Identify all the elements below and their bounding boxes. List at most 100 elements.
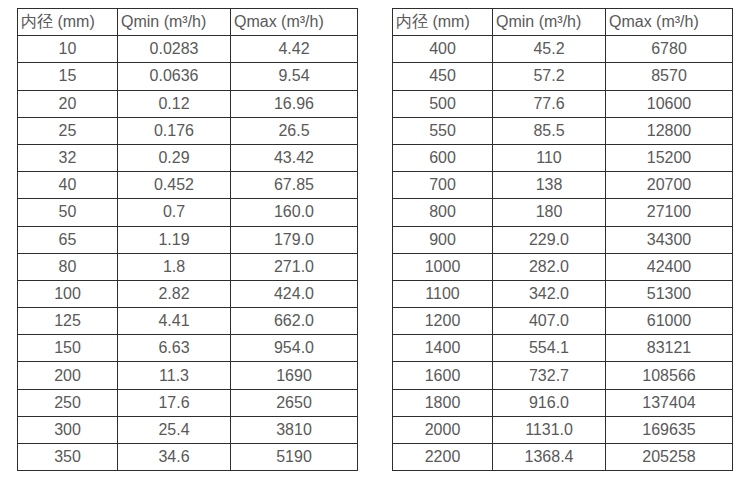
qmax-cell: 169635 bbox=[606, 416, 733, 443]
table-row: 45057.28570 bbox=[393, 63, 733, 90]
table-row: 20011.31690 bbox=[18, 362, 358, 389]
table-row: 320.2943.42 bbox=[18, 144, 358, 171]
diameter-cell: 600 bbox=[393, 144, 493, 171]
page: 内径 (mm) Qmin (m³/h) Qmax (m³/h) 100.0283… bbox=[0, 0, 750, 483]
qmin-cell: 407.0 bbox=[493, 308, 606, 335]
qmin-cell: 85.5 bbox=[493, 117, 606, 144]
col-header-qmin: Qmin (m³/h) bbox=[118, 9, 231, 36]
flow-table-small-diameters: 内径 (mm) Qmin (m³/h) Qmax (m³/h) 100.0283… bbox=[17, 8, 358, 471]
qmin-cell: 0.0283 bbox=[118, 36, 231, 63]
table-row: 150.06369.54 bbox=[18, 63, 358, 90]
diameter-cell: 200 bbox=[18, 362, 118, 389]
table-body: 40045.2678045057.2857050077.61060055085.… bbox=[393, 36, 733, 471]
qmin-cell: 1131.0 bbox=[493, 416, 606, 443]
diameter-cell: 65 bbox=[18, 226, 118, 253]
qmax-cell: 8570 bbox=[606, 63, 733, 90]
qmin-cell: 138 bbox=[493, 172, 606, 199]
diameter-cell: 32 bbox=[18, 144, 118, 171]
diameter-cell: 150 bbox=[18, 335, 118, 362]
diameter-cell: 10 bbox=[18, 36, 118, 63]
diameter-cell: 1100 bbox=[393, 280, 493, 307]
diameter-cell: 500 bbox=[393, 90, 493, 117]
diameter-cell: 450 bbox=[393, 63, 493, 90]
table-row: 1000282.042400 bbox=[393, 253, 733, 280]
qmax-cell: 61000 bbox=[606, 308, 733, 335]
qmin-cell: 554.1 bbox=[493, 335, 606, 362]
diameter-cell: 300 bbox=[18, 416, 118, 443]
table-row: 1200407.061000 bbox=[393, 308, 733, 335]
diameter-cell: 550 bbox=[393, 117, 493, 144]
qmin-cell: 180 bbox=[493, 199, 606, 226]
diameter-cell: 1400 bbox=[393, 335, 493, 362]
diameter-cell: 1800 bbox=[393, 389, 493, 416]
table-row: 651.19179.0 bbox=[18, 226, 358, 253]
diameter-cell: 25 bbox=[18, 117, 118, 144]
table-row: 22001368.4205258 bbox=[393, 444, 733, 471]
qmin-cell: 732.7 bbox=[493, 362, 606, 389]
qmax-cell: 10600 bbox=[606, 90, 733, 117]
diameter-cell: 2000 bbox=[393, 416, 493, 443]
qmax-cell: 271.0 bbox=[231, 253, 358, 280]
qmax-cell: 4.42 bbox=[231, 36, 358, 63]
table-row: 60011015200 bbox=[393, 144, 733, 171]
qmin-cell: 342.0 bbox=[493, 280, 606, 307]
table-body: 100.02834.42150.06369.54200.1216.96250.1… bbox=[18, 36, 358, 471]
qmin-cell: 2.82 bbox=[118, 280, 231, 307]
qmin-cell: 57.2 bbox=[493, 63, 606, 90]
qmax-cell: 9.54 bbox=[231, 63, 358, 90]
table-row: 25017.62650 bbox=[18, 389, 358, 416]
qmax-cell: 26.5 bbox=[231, 117, 358, 144]
qmax-cell: 16.96 bbox=[231, 90, 358, 117]
diameter-cell: 800 bbox=[393, 199, 493, 226]
diameter-cell: 125 bbox=[18, 308, 118, 335]
table-row: 30025.43810 bbox=[18, 416, 358, 443]
table-row: 1600732.7108566 bbox=[393, 362, 733, 389]
qmin-cell: 17.6 bbox=[118, 389, 231, 416]
diameter-cell: 700 bbox=[393, 172, 493, 199]
header-row: 内径 (mm) Qmin (m³/h) Qmax (m³/h) bbox=[393, 9, 733, 36]
table-row: 1254.41662.0 bbox=[18, 308, 358, 335]
qmax-cell: 424.0 bbox=[231, 280, 358, 307]
qmin-cell: 110 bbox=[493, 144, 606, 171]
qmin-cell: 6.63 bbox=[118, 335, 231, 362]
table-row: 80018027100 bbox=[393, 199, 733, 226]
qmax-cell: 34300 bbox=[606, 226, 733, 253]
diameter-cell: 50 bbox=[18, 199, 118, 226]
table-row: 1506.63954.0 bbox=[18, 335, 358, 362]
qmin-cell: 0.29 bbox=[118, 144, 231, 171]
qmin-cell: 77.6 bbox=[493, 90, 606, 117]
diameter-cell: 400 bbox=[393, 36, 493, 63]
table-row: 801.8271.0 bbox=[18, 253, 358, 280]
table-row: 1800916.0137404 bbox=[393, 389, 733, 416]
diameter-cell: 1600 bbox=[393, 362, 493, 389]
table-row: 1100342.051300 bbox=[393, 280, 733, 307]
col-header-diameter: 内径 (mm) bbox=[18, 9, 118, 36]
qmax-cell: 205258 bbox=[606, 444, 733, 471]
table-row: 100.02834.42 bbox=[18, 36, 358, 63]
col-header-qmax: Qmax (m³/h) bbox=[231, 9, 358, 36]
diameter-cell: 40 bbox=[18, 172, 118, 199]
qmin-cell: 45.2 bbox=[493, 36, 606, 63]
diameter-cell: 100 bbox=[18, 280, 118, 307]
qmin-cell: 1368.4 bbox=[493, 444, 606, 471]
table-row: 35034.65190 bbox=[18, 444, 358, 471]
qmax-cell: 5190 bbox=[231, 444, 358, 471]
qmax-cell: 83121 bbox=[606, 335, 733, 362]
qmax-cell: 27100 bbox=[606, 199, 733, 226]
qmin-cell: 0.7 bbox=[118, 199, 231, 226]
table-row: 55085.512800 bbox=[393, 117, 733, 144]
diameter-cell: 250 bbox=[18, 389, 118, 416]
table-row: 200.1216.96 bbox=[18, 90, 358, 117]
diameter-cell: 2200 bbox=[393, 444, 493, 471]
table-row: 1002.82424.0 bbox=[18, 280, 358, 307]
flow-table-large-diameters: 内径 (mm) Qmin (m³/h) Qmax (m³/h) 40045.2 6… bbox=[392, 8, 733, 471]
qmax-cell: 108566 bbox=[606, 362, 733, 389]
qmax-cell: 160.0 bbox=[231, 199, 358, 226]
table-row: 20001131.0169635 bbox=[393, 416, 733, 443]
col-header-qmin: Qmin (m³/h) bbox=[493, 9, 606, 36]
qmax-cell: 662.0 bbox=[231, 308, 358, 335]
qmax-cell: 43.42 bbox=[231, 144, 358, 171]
header-row: 内径 (mm) Qmin (m³/h) Qmax (m³/h) bbox=[18, 9, 358, 36]
qmax-cell: 67.85 bbox=[231, 172, 358, 199]
qmax-cell: 12800 bbox=[606, 117, 733, 144]
